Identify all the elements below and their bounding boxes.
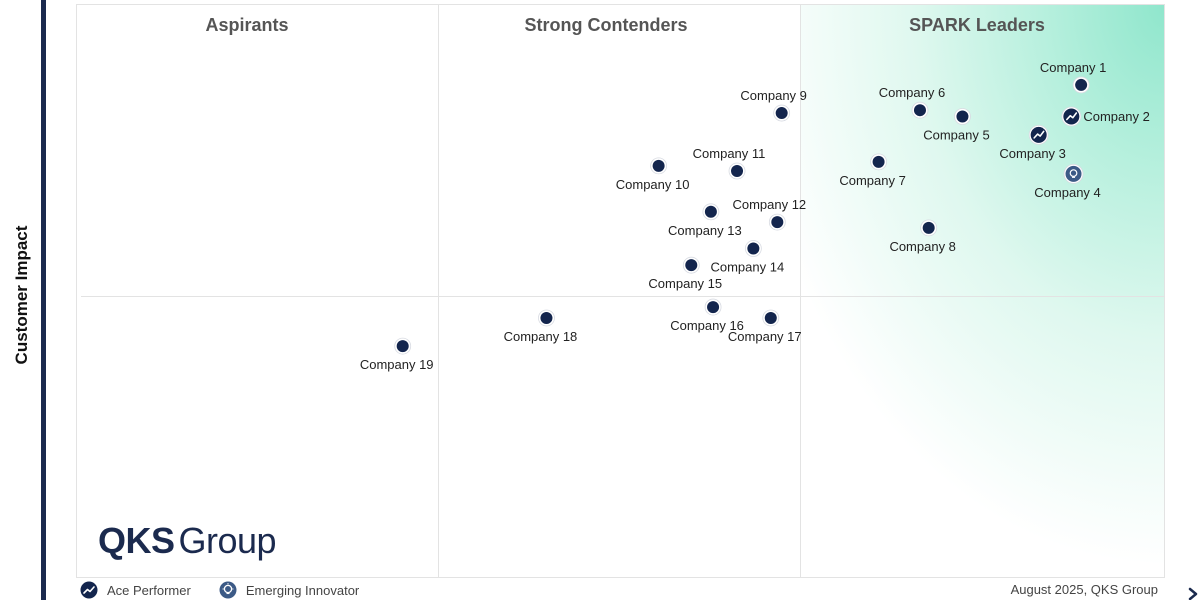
point-label: Company 13 bbox=[668, 223, 742, 238]
marker-dot bbox=[540, 311, 553, 324]
point-company-5: Company 5 bbox=[923, 108, 990, 143]
footer-date: August 2025, QKS Group bbox=[1010, 582, 1158, 597]
emerging-innovator-icon bbox=[1065, 165, 1082, 182]
point-company-12: Company 12 bbox=[732, 197, 806, 231]
emerging-innovator-icon bbox=[219, 581, 237, 599]
point-company-17: Company 17 bbox=[728, 309, 802, 344]
divider-horizontal bbox=[81, 296, 1164, 297]
trend-line-icon bbox=[1033, 130, 1045, 139]
marker-dot bbox=[922, 221, 935, 234]
marker-dot bbox=[913, 104, 926, 117]
point-company-2: Company 2 bbox=[1061, 106, 1150, 127]
marker-dot bbox=[771, 216, 784, 229]
point-label: Company 16 bbox=[670, 318, 744, 333]
ace-performer-icon bbox=[80, 581, 98, 599]
point-company-10: Company 10 bbox=[616, 157, 690, 192]
quadrant-title-strong-contenders: Strong Contenders bbox=[524, 15, 688, 35]
point-company-6: Company 6 bbox=[879, 85, 945, 119]
logo-light-text: Group bbox=[178, 520, 277, 561]
point-label: Company 7 bbox=[839, 173, 905, 188]
quadrant-title-spark-leaders: SPARK Leaders bbox=[909, 15, 1045, 35]
point-label: Company 9 bbox=[740, 88, 806, 103]
marker-dot bbox=[956, 110, 969, 123]
point-company-4: Company 4 bbox=[1034, 164, 1101, 200]
point-label: Company 14 bbox=[710, 260, 784, 275]
point-label: Company 4 bbox=[1034, 185, 1100, 200]
marker-dot bbox=[775, 107, 788, 120]
divider-aspirants-contenders bbox=[438, 5, 439, 577]
point-company-13: Company 13 bbox=[668, 203, 742, 238]
point-label: Company 12 bbox=[732, 197, 806, 212]
point-company-16: Company 16 bbox=[670, 298, 744, 333]
marker-dot bbox=[731, 165, 744, 178]
point-label: Company 6 bbox=[879, 85, 945, 100]
marker-dot bbox=[652, 159, 665, 172]
chevron-right-icon bbox=[1188, 587, 1198, 600]
point-label: Company 2 bbox=[1083, 109, 1149, 124]
point-label: Company 11 bbox=[693, 146, 766, 161]
point-company-3: Company 3 bbox=[999, 124, 1066, 161]
marker-dot bbox=[396, 340, 409, 353]
leaders-quadrant-background bbox=[800, 5, 1164, 577]
legend-item-emerging-innovator: Emerging Innovator bbox=[219, 581, 359, 599]
quadrant-title-aspirants: Aspirants bbox=[205, 15, 289, 35]
point-label: Company 15 bbox=[648, 276, 722, 291]
marker-dot bbox=[704, 205, 717, 218]
point-label: Company 18 bbox=[504, 329, 578, 344]
point-label: Company 3 bbox=[999, 146, 1065, 161]
marker-dot bbox=[707, 301, 720, 314]
point-company-1: Company 1 bbox=[1040, 60, 1106, 94]
legend: Ace Performer Emerging Innovator bbox=[80, 580, 387, 600]
marker-dot bbox=[747, 242, 760, 255]
point-company-15: Company 15 bbox=[648, 256, 722, 291]
point-company-7: Company 7 bbox=[839, 153, 906, 188]
point-company-8: Company 8 bbox=[889, 219, 956, 254]
point-label: Company 19 bbox=[360, 357, 434, 372]
qks-group-logo: QKS Group bbox=[98, 520, 277, 562]
point-label: Company 1 bbox=[1040, 60, 1106, 75]
legend-item-ace-performer: Ace Performer bbox=[80, 581, 191, 599]
point-company-14: Company 14 bbox=[710, 240, 784, 275]
marker-dot bbox=[685, 259, 698, 272]
legend-ace-label: Ace Performer bbox=[107, 582, 191, 598]
point-label: Company 10 bbox=[616, 177, 690, 192]
marker-dot bbox=[764, 311, 777, 324]
plot-area: Aspirants Strong Contenders SPARK Leader… bbox=[76, 4, 1165, 578]
legend-emerging-label: Emerging Innovator bbox=[245, 582, 360, 598]
lightbulb-icon bbox=[1069, 169, 1078, 178]
point-company-18: Company 18 bbox=[504, 309, 578, 344]
point-label: Company 8 bbox=[889, 239, 955, 254]
point-label: Company 5 bbox=[923, 128, 989, 143]
point-company-11: Company 11 bbox=[693, 146, 766, 180]
marker-dot bbox=[872, 155, 885, 168]
logo-strong-text: QKS bbox=[98, 520, 175, 561]
point-company-9: Company 9 bbox=[740, 88, 807, 122]
y-axis-bar bbox=[41, 0, 46, 600]
marker-dot bbox=[1075, 78, 1088, 91]
trend-line-icon bbox=[1066, 112, 1078, 121]
point-label: Company 17 bbox=[728, 329, 802, 344]
divider-contenders-leaders bbox=[800, 5, 801, 577]
point-company-19: Company 19 bbox=[360, 337, 434, 372]
